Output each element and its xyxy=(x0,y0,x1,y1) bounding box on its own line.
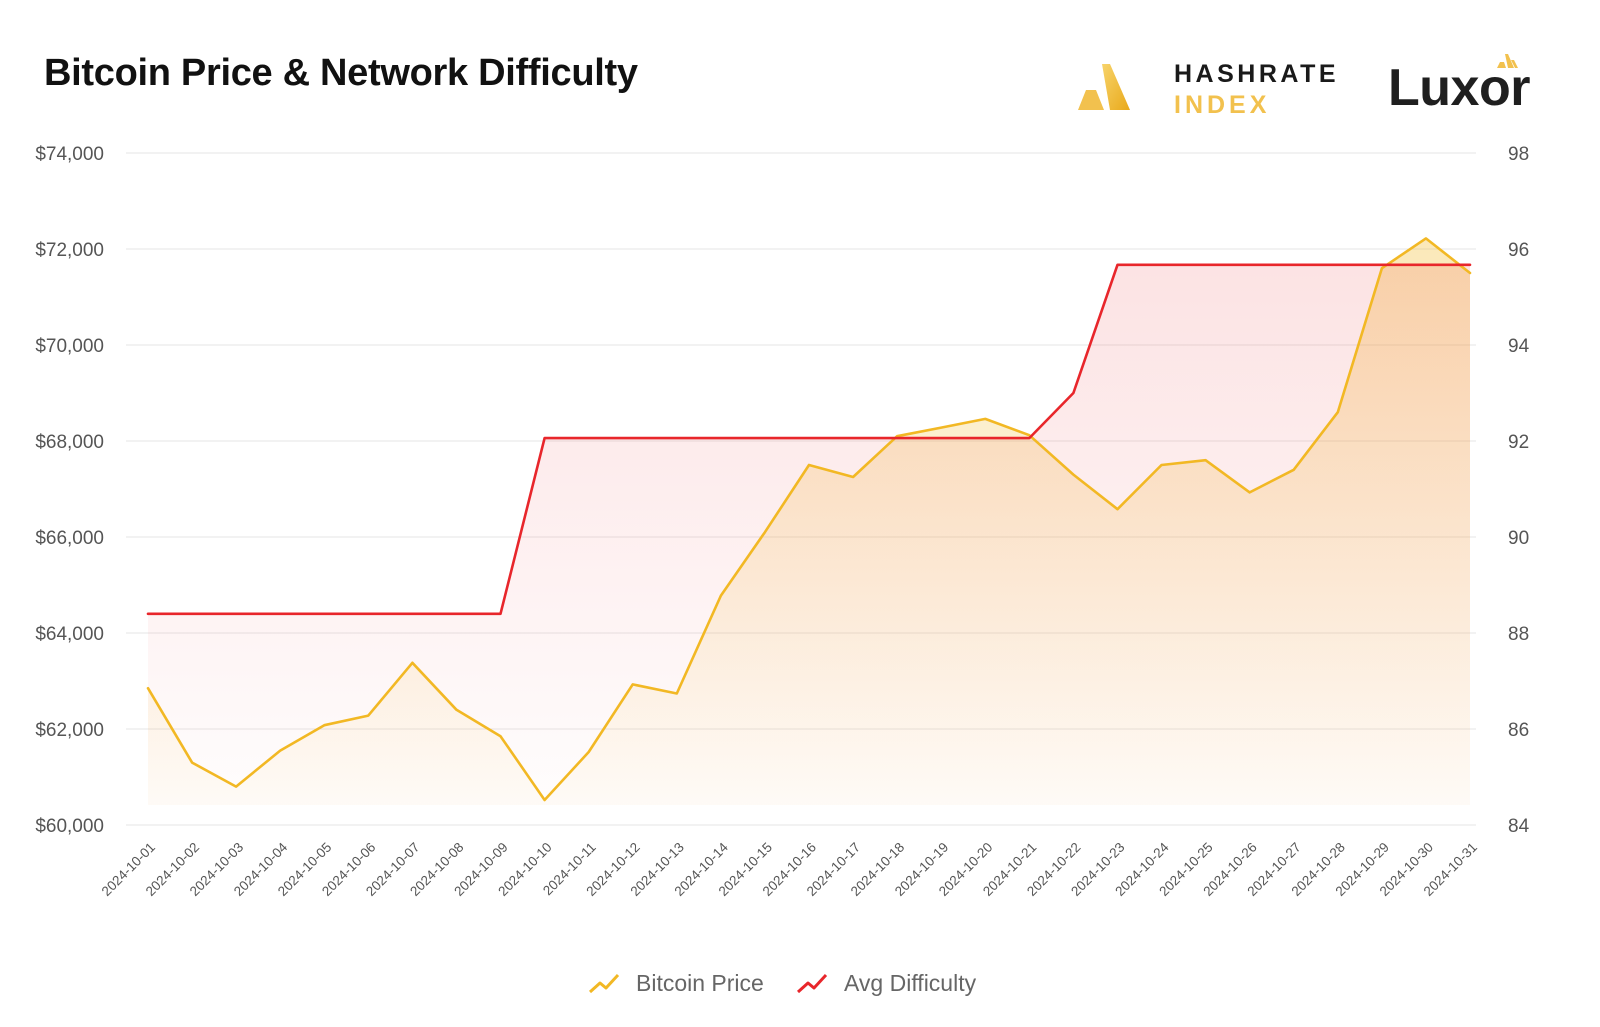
y-axis-left: $60,000 $62,000 $64,000 $66,000 $68,000 $70,0… xyxy=(35,144,104,837)
series-line-bitcoin-price[interactable] xyxy=(146,237,1472,802)
legend-swatch-bitcoin-price xyxy=(588,973,620,994)
series-line-avg-difficulty[interactable] xyxy=(146,263,1472,616)
legend-swatch-avg-difficulty xyxy=(796,973,828,994)
y-right-tick-label: 92 xyxy=(1508,432,1529,453)
y-left-tick-label: $66,000 xyxy=(35,528,104,549)
chart-legend: Bitcoin Price Avg Difficulty xyxy=(0,966,1600,1000)
luxor-wordmark: Luxor xyxy=(1388,59,1530,117)
series-areas xyxy=(148,238,1470,805)
legend-label-bitcoin-price: Bitcoin Price xyxy=(636,969,764,996)
hashrate-index-line1: HASHRATE xyxy=(1174,60,1340,88)
price-difficulty-chart: $60,000 $62,000 $64,000 $66,000 $68,000 $70,0… xyxy=(35,144,1530,899)
x-axis: 2024-10-012024-10-022024-10-032024-10-04… xyxy=(99,839,1480,899)
y-right-tick-label: 84 xyxy=(1508,816,1530,837)
legend-item-avg-difficulty[interactable]: Avg Difficulty xyxy=(796,966,976,1000)
luxor-logo: Luxor xyxy=(1388,52,1568,122)
y-right-tick-label: 88 xyxy=(1508,624,1529,645)
y-left-tick-label: $74,000 xyxy=(35,144,104,165)
hashrate-index-line2: INDEX xyxy=(1174,91,1271,119)
y-left-tick-label: $68,000 xyxy=(35,432,104,453)
y-left-tick-label: $62,000 xyxy=(35,720,104,741)
hashrate-index-mark-icon xyxy=(1078,64,1130,110)
y-left-tick-label: $72,000 xyxy=(35,240,104,261)
luxor-mark-icon xyxy=(1497,54,1518,68)
legend-label-avg-difficulty: Avg Difficulty xyxy=(844,969,977,996)
page-title: Bitcoin Price & Network Difficulty xyxy=(44,52,638,94)
y-right-tick-label: 86 xyxy=(1508,720,1529,741)
hashrate-index-logo: HASHRATE INDEX xyxy=(1078,58,1346,120)
y-axis-right: 84 86 88 90 92 94 96 98 xyxy=(1508,144,1530,837)
y-right-tick-label: 90 xyxy=(1508,528,1529,549)
y-right-tick-label: 98 xyxy=(1508,144,1529,165)
y-right-tick-label: 94 xyxy=(1508,336,1530,357)
series-lines xyxy=(146,237,1472,802)
legend-item-bitcoin-price[interactable]: Bitcoin Price xyxy=(588,966,764,1000)
y-right-tick-label: 96 xyxy=(1508,240,1529,261)
series-area-avg-difficulty xyxy=(148,264,1470,805)
y-left-tick-label: $64,000 xyxy=(35,624,104,645)
y-left-tick-label: $70,000 xyxy=(35,336,104,357)
y-left-tick-label: $60,000 xyxy=(35,816,104,837)
